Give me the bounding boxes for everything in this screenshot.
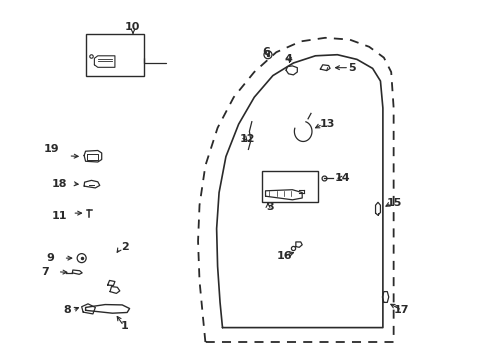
- Text: 5: 5: [347, 63, 355, 73]
- Text: 12: 12: [239, 134, 255, 144]
- Text: 7: 7: [41, 267, 49, 277]
- Bar: [261, 171, 317, 202]
- Text: 13: 13: [319, 119, 335, 129]
- Text: 8: 8: [63, 305, 71, 315]
- Text: 19: 19: [44, 144, 60, 154]
- Text: 3: 3: [266, 202, 274, 212]
- Text: 9: 9: [46, 253, 54, 264]
- Text: 4: 4: [284, 54, 292, 64]
- Text: 16: 16: [276, 251, 291, 261]
- Text: 6: 6: [262, 47, 270, 57]
- Text: 10: 10: [124, 22, 140, 32]
- Text: 17: 17: [392, 305, 408, 315]
- Text: 18: 18: [51, 179, 67, 189]
- Text: 2: 2: [121, 242, 128, 252]
- Text: 11: 11: [51, 211, 67, 221]
- Bar: [85, 34, 144, 76]
- Text: 14: 14: [334, 173, 350, 183]
- Text: 15: 15: [386, 198, 401, 208]
- Text: 1: 1: [121, 321, 128, 331]
